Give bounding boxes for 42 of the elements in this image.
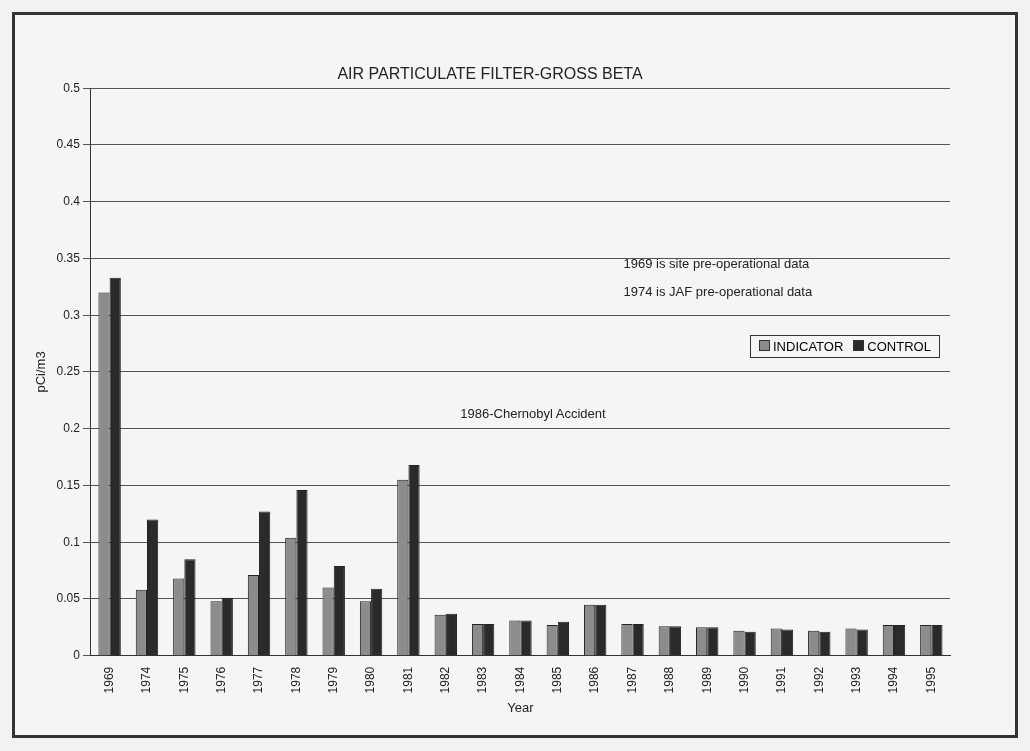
x-tick-label: 1974	[139, 666, 154, 694]
x-tick-label: 1988	[662, 666, 677, 694]
x-tick-label: 1981	[400, 666, 415, 694]
y-tick-label: 0.5	[63, 80, 81, 95]
x-tick-label: 1992	[811, 666, 826, 694]
x-tick-label: 1969	[101, 666, 116, 694]
y-tick-label: 0.25	[56, 364, 81, 379]
y-tick-label: 0.2	[63, 421, 81, 436]
y-axis-title: pCi/m3	[33, 351, 49, 393]
y-tick-label: 0.4	[63, 194, 81, 209]
x-tick-label: 1977	[251, 666, 266, 694]
legend-label: INDICATOR	[772, 339, 844, 355]
x-tick-label: 1991	[774, 666, 789, 694]
x-tick-label: 1995	[923, 666, 938, 694]
x-tick-label: 1980	[363, 666, 378, 694]
x-tick-label: 1979	[326, 666, 341, 694]
y-tick-label: 0	[73, 648, 81, 663]
legend-label: CONTROL	[866, 339, 931, 355]
x-tick-label: 1983	[475, 666, 490, 694]
x-tick-label: 1978	[288, 666, 303, 694]
x-tick-label: 1975	[176, 666, 191, 694]
x-tick-label: 1984	[512, 666, 527, 694]
annotation: 1969 is site pre-operational data	[623, 255, 811, 271]
x-tick-label: 1985	[550, 666, 565, 694]
chart-title: AIR PARTICULATE FILTER-GROSS BETA	[337, 65, 643, 83]
y-tick-label: 0.45	[56, 137, 81, 152]
annotation: 1986-Chernobyl Accident	[460, 406, 606, 422]
y-tick-label: 0.1	[63, 534, 81, 549]
y-tick-label: 0.15	[56, 477, 81, 492]
y-tick-label: 0.35	[56, 250, 81, 265]
x-tick-label: 1993	[848, 666, 863, 694]
x-tick-label: 1990	[736, 666, 751, 694]
annotation: 1974 is JAF pre-operational data	[623, 284, 813, 300]
x-tick-label: 1986	[587, 666, 602, 694]
y-tick-label: 0.3	[63, 307, 81, 322]
x-tick-label: 1982	[438, 666, 453, 694]
x-tick-label: 1989	[699, 666, 714, 694]
x-tick-label: 1994	[886, 666, 901, 694]
y-tick-label: 0.05	[56, 591, 81, 606]
x-tick-label: 1987	[624, 666, 639, 694]
x-tick-label: 1976	[213, 666, 228, 694]
x-axis-title: Year	[507, 699, 535, 715]
